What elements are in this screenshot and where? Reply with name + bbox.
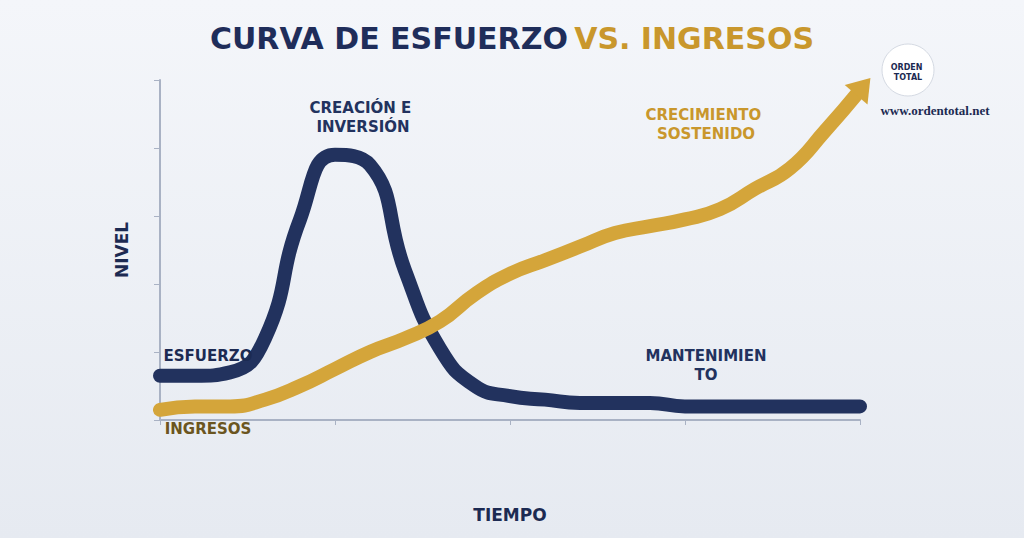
svg-text:INGRESOS: INGRESOS: [165, 420, 252, 438]
svg-text:SOSTENIDO: SOSTENIDO: [657, 125, 755, 143]
svg-text:VS. INGRESOS: VS. INGRESOS: [574, 21, 814, 56]
svg-text:ORDEN: ORDEN: [891, 63, 926, 72]
svg-text:TIEMPO: TIEMPO: [473, 505, 546, 525]
svg-text:CURVA DE ESFUERZO: CURVA DE ESFUERZO: [210, 21, 568, 56]
svg-text:www.ordentotal.net: www.ordentotal.net: [880, 103, 990, 118]
svg-text:MANTENIMIEN: MANTENIMIEN: [645, 347, 766, 365]
svg-text:INVERSIÓN: INVERSIÓN: [316, 117, 409, 136]
svg-text:CRECIMIENTO: CRECIMIENTO: [646, 106, 767, 124]
svg-text:NIVEL: NIVEL: [112, 222, 132, 278]
svg-text:CREACIÓN E: CREACIÓN E: [310, 98, 417, 117]
svg-text:ESFUERZO: ESFUERZO: [164, 347, 253, 365]
svg-text:TO: TO: [695, 366, 718, 384]
svg-text:TOTAL: TOTAL: [894, 73, 922, 82]
